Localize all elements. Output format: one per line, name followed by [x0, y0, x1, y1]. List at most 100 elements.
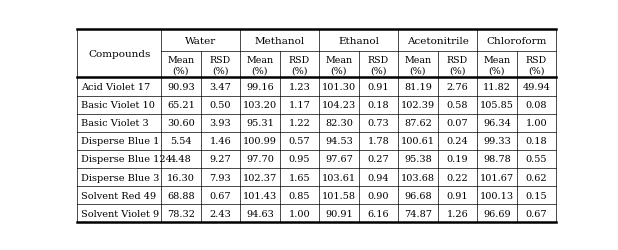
- Text: 9.27: 9.27: [210, 155, 231, 164]
- Text: 99.33: 99.33: [483, 137, 511, 146]
- Text: 0.22: 0.22: [447, 173, 468, 182]
- Text: Disperse Blue 1: Disperse Blue 1: [80, 137, 159, 146]
- Text: 0.90: 0.90: [368, 191, 389, 200]
- Text: 0.58: 0.58: [447, 101, 468, 110]
- Text: 11.82: 11.82: [483, 83, 511, 92]
- Text: Ethanol: Ethanol: [338, 36, 379, 46]
- Text: Disperse Blue 124: Disperse Blue 124: [80, 155, 171, 164]
- Text: 98.78: 98.78: [483, 155, 511, 164]
- Text: Mean
(%): Mean (%): [404, 56, 431, 75]
- Text: 102.37: 102.37: [243, 173, 277, 182]
- Text: 97.67: 97.67: [325, 155, 353, 164]
- Text: 0.50: 0.50: [210, 101, 231, 110]
- Text: 49.94: 49.94: [522, 83, 551, 92]
- Text: 103.61: 103.61: [322, 173, 356, 182]
- Text: 90.91: 90.91: [325, 209, 353, 218]
- Text: 104.23: 104.23: [322, 101, 356, 110]
- Text: 101.43: 101.43: [243, 191, 277, 200]
- Text: 0.57: 0.57: [289, 137, 310, 146]
- Text: 1.17: 1.17: [289, 101, 310, 110]
- Text: RSD
(%): RSD (%): [526, 56, 547, 75]
- Text: 96.69: 96.69: [483, 209, 510, 218]
- Text: Disperse Blue 3: Disperse Blue 3: [80, 173, 159, 182]
- Text: 94.53: 94.53: [325, 137, 353, 146]
- Text: Water: Water: [185, 36, 216, 46]
- Text: 103.20: 103.20: [243, 101, 277, 110]
- Text: 0.15: 0.15: [526, 191, 548, 200]
- Text: Basic Violet 3: Basic Violet 3: [80, 119, 148, 128]
- Text: 0.07: 0.07: [447, 119, 468, 128]
- Text: 0.91: 0.91: [368, 83, 389, 92]
- Text: 0.27: 0.27: [368, 155, 389, 164]
- Text: 1.46: 1.46: [210, 137, 231, 146]
- Text: 0.18: 0.18: [526, 137, 548, 146]
- Text: 103.68: 103.68: [401, 173, 435, 182]
- Text: 1.00: 1.00: [526, 119, 548, 128]
- Text: 0.19: 0.19: [447, 155, 468, 164]
- Text: 94.63: 94.63: [246, 209, 274, 218]
- Text: 6.16: 6.16: [368, 209, 389, 218]
- Text: 82.30: 82.30: [325, 119, 353, 128]
- Text: 95.31: 95.31: [246, 119, 274, 128]
- Text: 101.67: 101.67: [480, 173, 514, 182]
- Text: RSD
(%): RSD (%): [447, 56, 468, 75]
- Text: 30.60: 30.60: [167, 119, 195, 128]
- Text: 78.32: 78.32: [167, 209, 195, 218]
- Text: 0.18: 0.18: [368, 101, 389, 110]
- Text: 1.23: 1.23: [289, 83, 310, 92]
- Text: RSD
(%): RSD (%): [289, 56, 310, 75]
- Text: 68.88: 68.88: [167, 191, 195, 200]
- Text: Acid Violet 17: Acid Violet 17: [80, 83, 150, 92]
- Text: 90.93: 90.93: [167, 83, 195, 92]
- Text: Mean
(%): Mean (%): [247, 56, 273, 75]
- Text: 2.76: 2.76: [447, 83, 468, 92]
- Text: 0.73: 0.73: [368, 119, 389, 128]
- Text: 0.85: 0.85: [289, 191, 310, 200]
- Text: 101.30: 101.30: [322, 83, 356, 92]
- Text: 0.91: 0.91: [447, 191, 468, 200]
- Text: Mean
(%): Mean (%): [325, 56, 352, 75]
- Text: Acetonitrile: Acetonitrile: [407, 36, 468, 46]
- Text: Mean
(%): Mean (%): [167, 56, 195, 75]
- Text: 0.08: 0.08: [526, 101, 547, 110]
- Text: Methanol: Methanol: [255, 36, 305, 46]
- Text: Solvent Red 49: Solvent Red 49: [80, 191, 156, 200]
- Text: 100.61: 100.61: [401, 137, 435, 146]
- Text: 102.39: 102.39: [401, 101, 435, 110]
- Text: 1.78: 1.78: [368, 137, 389, 146]
- Text: 1.00: 1.00: [289, 209, 310, 218]
- Text: Chloroform: Chloroform: [486, 36, 547, 46]
- Text: 100.13: 100.13: [480, 191, 514, 200]
- Text: 0.95: 0.95: [289, 155, 310, 164]
- Text: Solvent Violet 9: Solvent Violet 9: [80, 209, 159, 218]
- Text: 16.30: 16.30: [167, 173, 195, 182]
- Text: 65.21: 65.21: [167, 101, 195, 110]
- Text: 7.93: 7.93: [210, 173, 231, 182]
- Text: 0.94: 0.94: [368, 173, 389, 182]
- Text: 2.43: 2.43: [210, 209, 231, 218]
- Text: 101.58: 101.58: [322, 191, 356, 200]
- Text: RSD
(%): RSD (%): [210, 56, 231, 75]
- Text: 0.24: 0.24: [447, 137, 468, 146]
- Text: 1.22: 1.22: [289, 119, 310, 128]
- Text: 0.67: 0.67: [210, 191, 231, 200]
- Text: 3.47: 3.47: [210, 83, 231, 92]
- Text: Mean
(%): Mean (%): [483, 56, 510, 75]
- Text: 0.67: 0.67: [526, 209, 548, 218]
- Text: 5.54: 5.54: [170, 137, 192, 146]
- Text: 95.38: 95.38: [404, 155, 432, 164]
- Text: 97.70: 97.70: [246, 155, 274, 164]
- Text: 81.19: 81.19: [404, 83, 432, 92]
- Text: Basic Violet 10: Basic Violet 10: [80, 101, 154, 110]
- Text: 0.62: 0.62: [526, 173, 548, 182]
- Text: 87.62: 87.62: [404, 119, 432, 128]
- Text: 3.93: 3.93: [210, 119, 231, 128]
- Text: 99.16: 99.16: [246, 83, 274, 92]
- Text: RSD
(%): RSD (%): [368, 56, 389, 75]
- Text: 96.68: 96.68: [404, 191, 432, 200]
- Text: 96.34: 96.34: [483, 119, 511, 128]
- Text: 1.65: 1.65: [289, 173, 310, 182]
- Text: 1.26: 1.26: [447, 209, 468, 218]
- Text: 4.48: 4.48: [170, 155, 192, 164]
- Text: 105.85: 105.85: [480, 101, 514, 110]
